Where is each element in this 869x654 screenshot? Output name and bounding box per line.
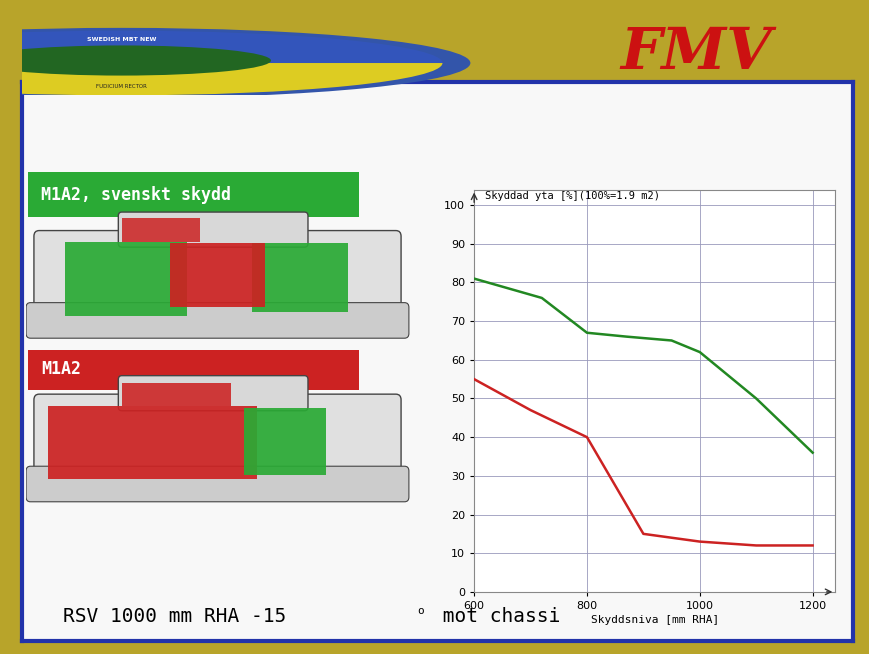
FancyBboxPatch shape <box>118 375 308 411</box>
FancyBboxPatch shape <box>28 350 359 390</box>
FancyBboxPatch shape <box>26 303 408 338</box>
Bar <box>252 243 348 312</box>
Bar <box>122 218 200 242</box>
FancyBboxPatch shape <box>34 394 401 489</box>
Wedge shape <box>0 31 442 63</box>
Text: RSV 1000 mm RHA -15: RSV 1000 mm RHA -15 <box>63 607 286 626</box>
Bar <box>48 405 256 479</box>
Text: o: o <box>417 606 423 615</box>
Text: FUDICIUM RECTOR: FUDICIUM RECTOR <box>96 84 147 89</box>
Text: SWEDISH MBT NEW: SWEDISH MBT NEW <box>87 37 156 42</box>
FancyBboxPatch shape <box>26 466 408 502</box>
Wedge shape <box>0 63 442 95</box>
Circle shape <box>0 45 271 76</box>
Text: Skyddad yta [%](100%=1.9 m2): Skyddad yta [%](100%=1.9 m2) <box>485 191 660 201</box>
Bar <box>169 243 265 307</box>
FancyBboxPatch shape <box>34 231 401 325</box>
FancyBboxPatch shape <box>118 212 308 247</box>
Text: mot chassi: mot chassi <box>430 607 559 626</box>
Text: M1A2, svenskt skydd: M1A2, svenskt skydd <box>42 186 231 203</box>
Bar <box>122 383 230 405</box>
Text: FMV: FMV <box>620 25 771 81</box>
Bar <box>65 243 187 316</box>
Text: M1A2: M1A2 <box>42 360 81 379</box>
X-axis label: Skyddsniva [mm RHA]: Skyddsniva [mm RHA] <box>590 615 718 625</box>
Circle shape <box>0 28 470 98</box>
Bar <box>243 408 326 475</box>
FancyBboxPatch shape <box>28 172 359 217</box>
